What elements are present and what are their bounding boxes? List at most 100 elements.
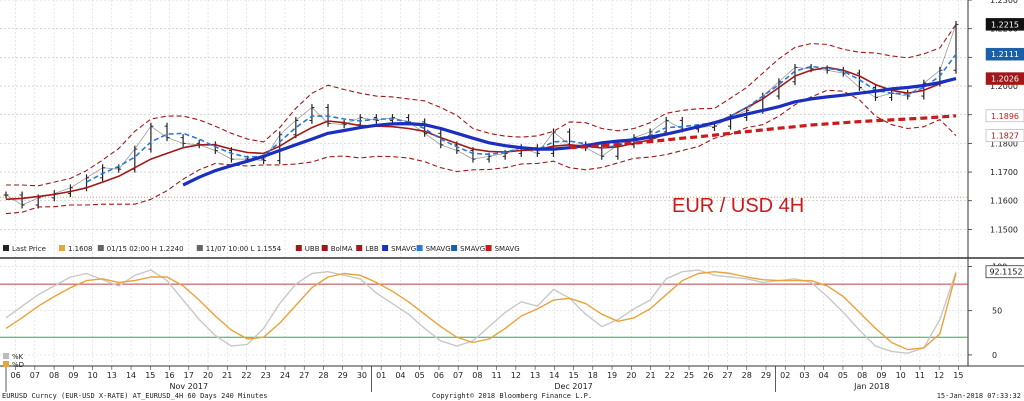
x-tick-label: 16 (164, 371, 174, 380)
x-tick-label: 12 (934, 371, 944, 380)
x-tick-label: 25 (684, 371, 694, 380)
x-tick-label: 07 (30, 371, 40, 380)
price-tag-label: 1.2026 (991, 75, 1019, 84)
osc-legend-label: %D (12, 361, 24, 369)
y-tick-label: 1.2000 (990, 82, 1018, 91)
price-tag (985, 47, 1024, 61)
month-label: Nov 2017 (170, 382, 209, 391)
price-tag (985, 18, 1024, 31)
x-tick-label: 10 (87, 371, 97, 380)
x-tick-label: 11 (915, 371, 925, 380)
legend-swatch (356, 245, 363, 251)
x-tick-label: 15 (953, 371, 963, 380)
x-tick-label: 29 (761, 371, 771, 380)
chart-annotation: EUR / USD 4H (672, 195, 804, 217)
x-tick-label: 27 (299, 371, 309, 380)
x-tick-label: 21 (645, 371, 655, 380)
x-tick-label: 06 (11, 371, 21, 380)
x-tick-label: 21 (222, 371, 232, 380)
x-tick-label: 01 (376, 371, 386, 380)
x-tick-label: 02 (780, 371, 790, 380)
osc-value-tag (985, 265, 1024, 279)
x-tick-label: 19 (607, 371, 617, 380)
oscillator-legend: %K%D (3, 353, 24, 369)
legend-label: 1.1608 (68, 245, 93, 253)
legend-swatch (321, 245, 328, 251)
y-tick-label: 1.1600 (990, 197, 1018, 206)
osc-y-tick-label: 0 (992, 351, 997, 360)
x-tick-label: 10 (896, 371, 906, 380)
footer-source: EURUSD Curncy (EUR-USD X-RATE) AT_EURUSD… (2, 392, 268, 400)
x-tick-label: 09 (876, 371, 886, 380)
x-tick-label: 14 (126, 371, 136, 380)
price-series (3, 20, 959, 215)
legend-label: BolMA (331, 245, 353, 253)
legend-label: Last Price (12, 245, 46, 253)
series-bolma-line (5, 66, 957, 201)
footer-timestamp: 15-Jan-2018 07:33:32 (937, 392, 1021, 400)
osc-y-tick-label: 50 (992, 307, 1002, 316)
series-ubb-line (6, 24, 957, 187)
x-tick-label: 20 (626, 371, 636, 380)
footer-copyright: Copyright© 2018 Bloomberg Finance L.P. (432, 392, 592, 400)
x-tick-label: 28 (318, 371, 328, 380)
osc-k-line (5, 269, 957, 354)
legend-swatch (3, 245, 9, 251)
legend-label: UBB (305, 245, 320, 253)
price-tag-label: 1.1896 (991, 112, 1019, 121)
month-label: Dec 2017 (554, 382, 592, 391)
price-tag (985, 129, 1024, 142)
footer: EURUSD Curncy (EUR-USD X-RATE) AT_EURUSD… (2, 392, 1021, 400)
osc-legend-swatch (3, 353, 9, 359)
osc-value-label: 92.1152 (989, 268, 1022, 277)
x-tick-label: 29 (338, 371, 348, 380)
y-tick-label: 1.1700 (990, 168, 1018, 177)
x-tick-label: 03 (799, 371, 809, 380)
legend-label: SMAVG (460, 245, 485, 253)
x-tick-label: 20 (203, 371, 213, 380)
legend-label: SMAVG (391, 245, 416, 253)
x-tick-label: 11 (492, 371, 502, 380)
x-tick-label: 13 (107, 371, 117, 380)
x-tick-label: 27 (722, 371, 732, 380)
x-tick-label: 23 (261, 371, 271, 380)
osc-legend-label: %K (12, 353, 24, 361)
date-axis: 06 07 08 09 10 13 14 15 16 17 20 21 22 23 24 27 28 29 30 01… (5, 366, 963, 392)
x-tick-label: 22 (241, 371, 251, 380)
price-tag (985, 109, 1024, 123)
legend-label: 01/15 02:00 H 1.2240 (107, 245, 184, 253)
legend-swatch (196, 245, 203, 251)
y-tick-label: 1.1800 (990, 139, 1018, 148)
x-tick-label: 08 (472, 371, 482, 380)
osc-d-line (5, 271, 957, 351)
x-tick-label: 07 (453, 371, 463, 380)
legend-swatch (416, 245, 423, 251)
x-tick-label: 15 (145, 371, 155, 380)
legend-swatch (59, 245, 65, 251)
legend-swatch (451, 245, 458, 251)
price-tag-label: 1.2215 (991, 20, 1019, 29)
x-tick-label: 30 (357, 371, 367, 380)
osc-legend-swatch (3, 361, 9, 367)
right-price-axis: 1.23001.22001.21001.20001.19001.18001.17… (968, 0, 1024, 360)
grid-lines (0, 0, 1024, 367)
x-tick-label: 15 (568, 371, 578, 380)
legend-swatch (485, 245, 492, 251)
x-tick-label: 14 (549, 371, 559, 380)
x-tick-label: 08 (49, 371, 59, 380)
oscillator-series (5, 269, 957, 354)
x-tick-label: 04 (819, 371, 829, 380)
x-tick-label: 28 (742, 371, 752, 380)
legend-label: SMAVG (426, 245, 451, 253)
x-tick-label: 13 (530, 371, 540, 380)
legend-label: SMAVG (495, 245, 520, 253)
y-tick-label: 1.1500 (990, 225, 1018, 234)
x-tick-label: 22 (665, 371, 675, 380)
month-label: Jan 2018 (853, 382, 889, 391)
x-tick-label: 05 (415, 371, 425, 380)
price-tag-label: 1.2111 (991, 50, 1019, 59)
y-tick-label: 1.2300 (990, 0, 1018, 5)
price-legend: Last Price 1.1608 01/15 02:00 H 1.2240 11/0… (3, 245, 520, 253)
price-tag (985, 72, 1024, 85)
